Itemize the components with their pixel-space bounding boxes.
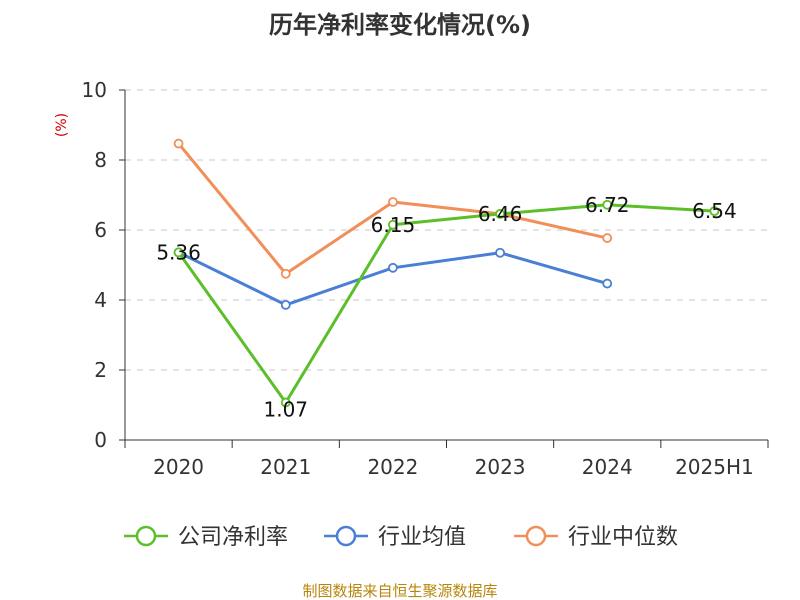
legend-marker xyxy=(525,525,547,547)
data-label: 6.72 xyxy=(585,193,630,217)
x-tick-label: 2021 xyxy=(260,455,311,479)
x-tick-label: 2023 xyxy=(475,455,526,479)
y-tick-label: 0 xyxy=(94,428,107,452)
data-point xyxy=(388,262,398,273)
x-tick-label: 2020 xyxy=(153,455,204,479)
axes: 0 2 4 6 8 10 2020 2021 2022 2023 2024 2025H1 xyxy=(82,78,769,479)
y-tick-label: 2 xyxy=(94,358,107,382)
y-tick-label: 8 xyxy=(94,148,107,172)
legend-marker xyxy=(135,525,157,547)
data-point xyxy=(280,397,291,408)
legend-item-1[interactable]: 行业均值 xyxy=(324,525,466,550)
data-point xyxy=(280,299,291,310)
data-labels: 5.36 1.07 6.15 6.46 6.72 6.54 xyxy=(156,193,736,422)
data-point xyxy=(280,268,291,279)
data-point xyxy=(388,219,398,230)
data-point xyxy=(495,208,505,219)
data-label: 6.15 xyxy=(371,213,416,237)
data-point xyxy=(388,197,398,207)
chart-title: 历年净利率变化情况(%) xyxy=(269,11,531,39)
legend-label: 公司净利率 xyxy=(178,525,288,550)
x-tick-label: 2025H1 xyxy=(675,455,754,479)
source-note: 制图数据来自恒生聚源数据库 xyxy=(302,582,497,600)
series-line-2 xyxy=(177,142,608,276)
data-point xyxy=(173,138,184,149)
legend-label: 行业中位数 xyxy=(568,525,678,550)
data-point xyxy=(173,247,184,258)
legend[interactable]: 公司净利率 行业均值 行业中位数 xyxy=(124,525,678,550)
data-point xyxy=(602,233,613,243)
data-label: 1.07 xyxy=(263,398,308,422)
series-layer xyxy=(173,138,720,408)
data-label: 6.46 xyxy=(478,202,523,226)
grid-lines xyxy=(125,89,768,371)
data-label: 5.36 xyxy=(156,240,201,264)
legend-item-2[interactable]: 行业中位数 xyxy=(514,525,678,550)
data-point xyxy=(602,199,613,210)
legend-item-0[interactable]: 公司净利率 xyxy=(124,525,288,550)
x-tick-label: 2024 xyxy=(582,455,633,479)
legend-label: 行业均值 xyxy=(378,525,466,550)
y-tick-label: 10 xyxy=(82,78,107,102)
series-line-1 xyxy=(177,251,608,307)
x-tick-label: 2022 xyxy=(367,455,418,479)
data-point xyxy=(709,206,720,217)
data-point xyxy=(495,247,505,258)
series-line-0 xyxy=(177,203,715,405)
y-tick-label: 4 xyxy=(94,288,107,312)
data-label: 6.54 xyxy=(692,199,737,223)
y-tick-label: 6 xyxy=(94,218,107,242)
y-axis-label: (%) xyxy=(54,113,70,137)
legend-marker xyxy=(335,525,357,547)
data-point xyxy=(602,278,613,289)
